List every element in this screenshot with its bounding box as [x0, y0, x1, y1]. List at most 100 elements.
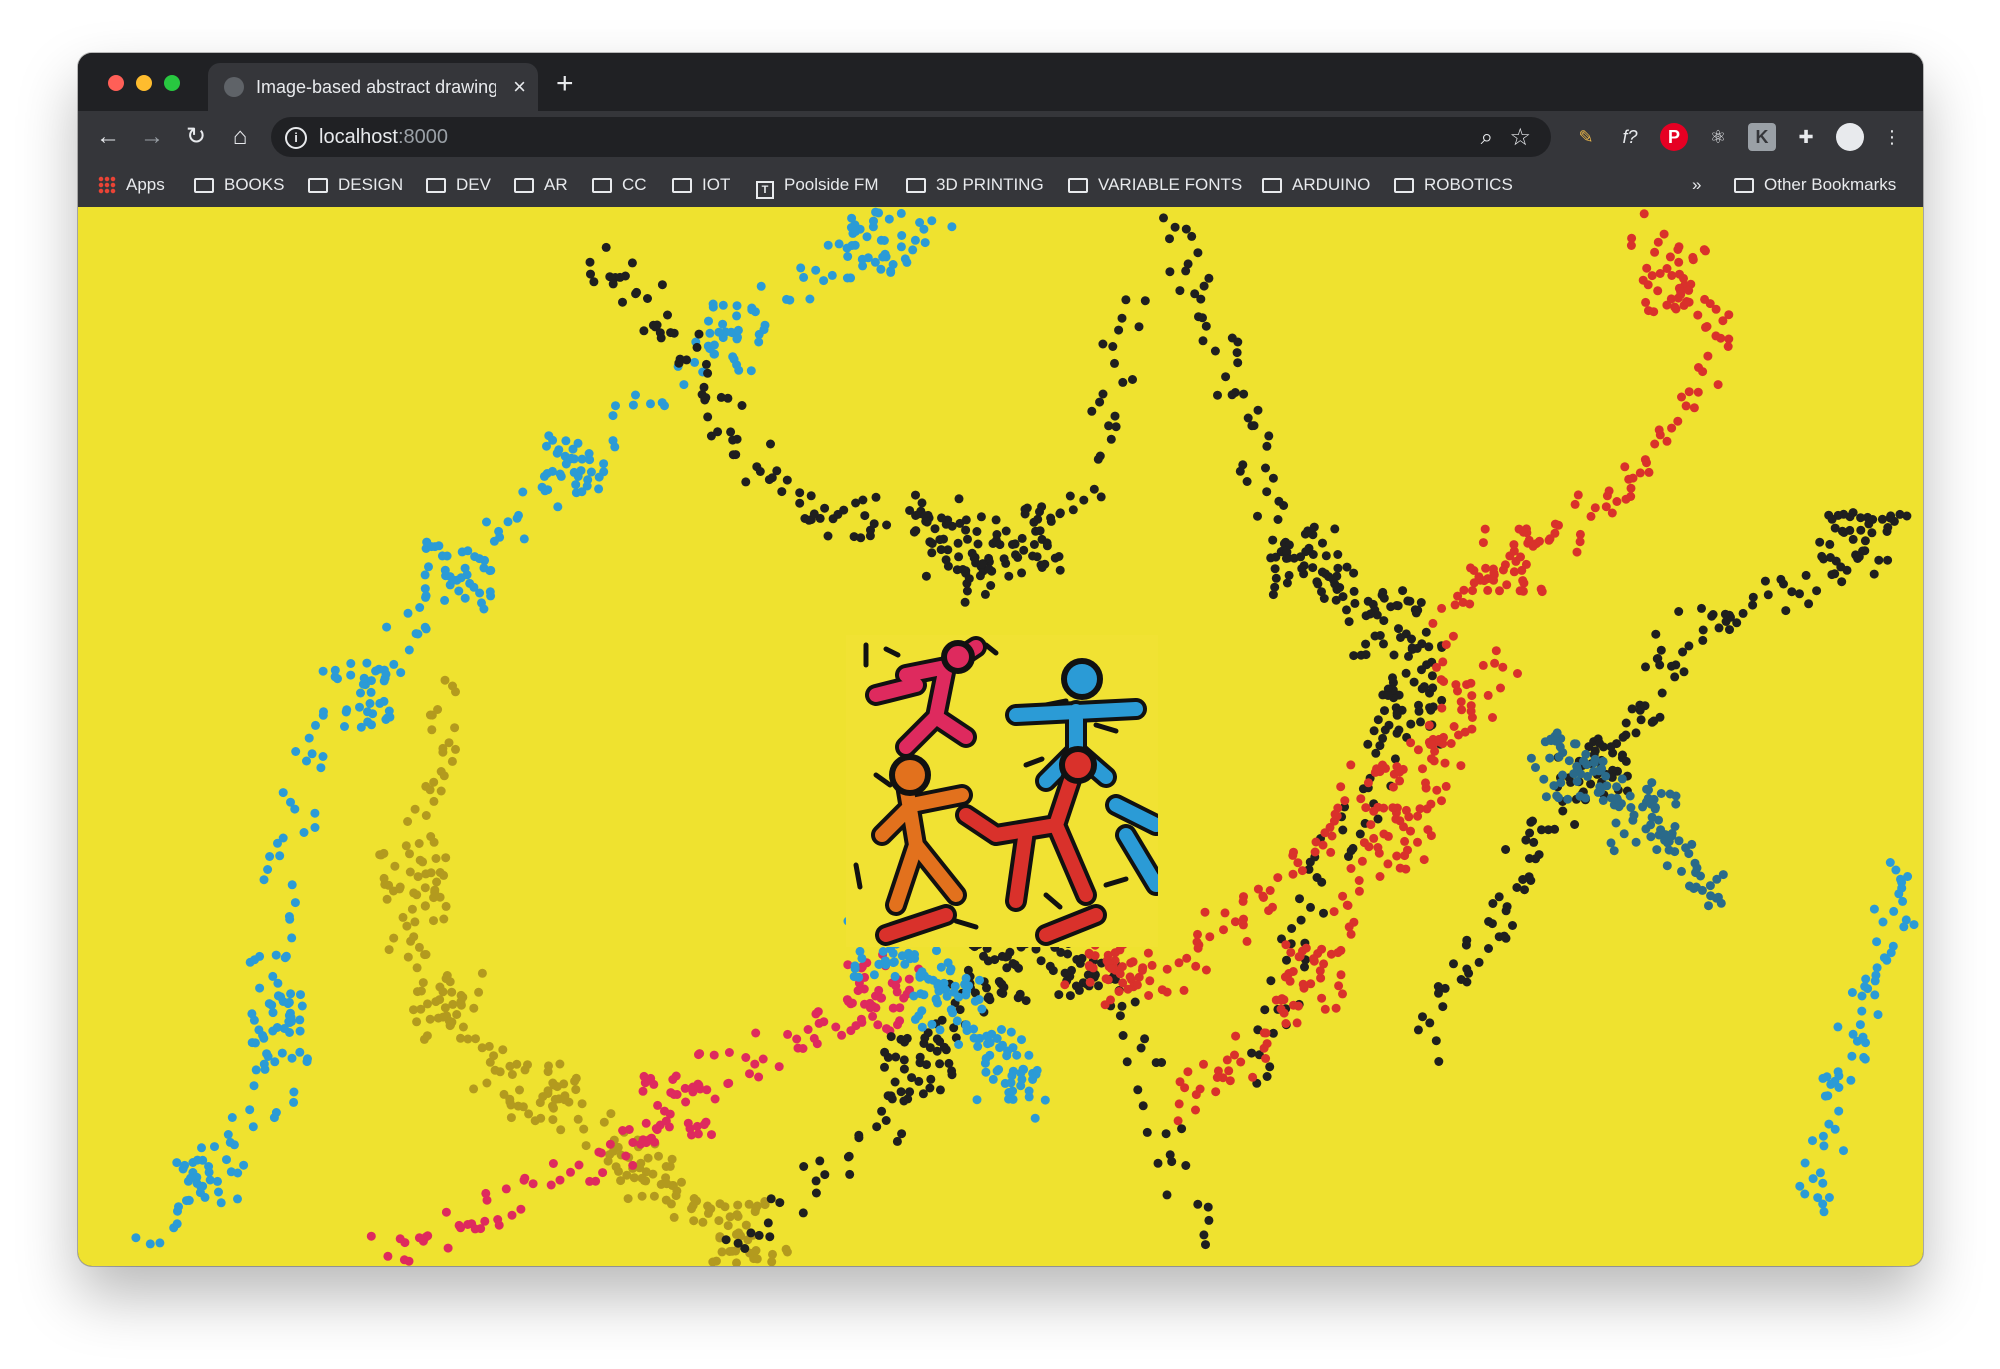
drawing-dot [961, 990, 971, 1000]
bookmark-variable-fonts[interactable]: VARIABLE FONTS [1068, 175, 1242, 195]
minimize-window-button[interactable] [136, 75, 152, 91]
drawing-dot [1635, 468, 1645, 478]
drawing-dot [346, 670, 356, 680]
drawing-dot [888, 958, 898, 968]
pencil-extension-icon[interactable]: ✎ [1578, 127, 1594, 147]
bookmark-star-icon[interactable]: ☆ [1509, 124, 1531, 151]
drawing-dot [178, 1164, 188, 1174]
drawing-dot [999, 554, 1009, 564]
drawing-dot [268, 1008, 278, 1018]
react-devtools-icon[interactable]: ⚛ [1709, 127, 1727, 147]
drawing-dot [1123, 984, 1133, 994]
drawing-dot [471, 1034, 480, 1044]
drawing-dot [555, 1175, 565, 1185]
drawing-dot [1315, 966, 1325, 976]
drawing-dot [973, 1042, 983, 1051]
drawing-dot [1781, 606, 1791, 616]
drawing-dot [431, 854, 441, 863]
drawing-dot [606, 1109, 616, 1119]
drawing-dot [1468, 586, 1477, 596]
drawing-dot [299, 828, 309, 837]
back-icon[interactable]: ← [96, 123, 120, 150]
drawing-dot [754, 337, 764, 347]
drawing-dot [390, 861, 400, 871]
forward-icon[interactable]: → [140, 123, 164, 150]
drawing-dot [1301, 943, 1311, 953]
bookmark-cc[interactable]: CC [592, 175, 647, 195]
drawing-dot [389, 659, 399, 669]
drawing-dot [1375, 741, 1385, 751]
drawing-dot [973, 539, 983, 549]
drawing-dot [741, 1053, 751, 1062]
folder-icon [1262, 178, 1282, 193]
drawing-dot [718, 300, 728, 310]
site-info-icon[interactable]: i [285, 127, 307, 149]
bookmark-robotics[interactable]: ROBOTICS [1394, 175, 1513, 195]
extensions-puzzle-icon[interactable]: ✚ [1798, 127, 1814, 147]
drawing-dot [355, 702, 364, 712]
pinterest-icon[interactable]: P [1660, 123, 1688, 151]
drawing-dot [1118, 1031, 1128, 1040]
bookmark-arduino[interactable]: ARDUINO [1262, 175, 1370, 195]
maximize-window-button[interactable] [164, 75, 180, 91]
drawing-dot [1606, 793, 1616, 803]
drawing-dot [1346, 929, 1356, 939]
drawing-dot [1437, 603, 1447, 613]
drawing-dot [1395, 863, 1405, 873]
drawing-dot [1204, 1215, 1214, 1225]
drawing-dot [1667, 831, 1677, 841]
drawing-dot [371, 666, 381, 676]
drawing-dot [783, 1029, 793, 1039]
menu-kebab-icon[interactable]: ⋮ [1883, 127, 1901, 147]
drawing-dot [1329, 907, 1339, 917]
drawing-dot [507, 1070, 517, 1079]
drawing-dot [1618, 732, 1628, 742]
drawing-dot [1456, 761, 1466, 771]
drawing-dot [799, 272, 809, 282]
font-extension-icon[interactable]: f? [1622, 127, 1638, 147]
drawing-dot [1028, 551, 1038, 561]
drawing-dot [1417, 665, 1426, 675]
bookmark-iot[interactable]: IOT [672, 175, 730, 195]
tab-close-icon[interactable]: × [513, 74, 526, 99]
drawing-dot [1115, 1011, 1125, 1021]
address-bar[interactable]: i localhost:8000 ⌕ ☆ [271, 117, 1551, 157]
drawing-dot [1738, 608, 1748, 618]
new-tab-button[interactable]: + [556, 67, 574, 100]
drawing-canvas[interactable] [78, 207, 1923, 1266]
drawing-dot [290, 898, 300, 908]
drawing-dot [1262, 441, 1272, 451]
other-bookmarks[interactable]: Other Bookmarks [1734, 175, 1896, 195]
drawing-dot [1364, 842, 1374, 852]
drawing-dot [1684, 641, 1694, 651]
bookmark-design[interactable]: DESIGN [308, 175, 403, 195]
profile-avatar[interactable] [1836, 123, 1864, 151]
zoom-icon[interactable]: ⌕ [1480, 124, 1493, 149]
drawing-dot [1319, 594, 1329, 603]
tab-active[interactable]: Image-based abstract drawing × [208, 63, 538, 111]
drawing-dot [330, 672, 340, 682]
bookmark-books[interactable]: BOOKS [194, 175, 284, 195]
drawing-dot [1521, 835, 1531, 845]
close-window-button[interactable] [108, 75, 124, 91]
bookmarks-overflow-button[interactable]: » [1692, 175, 1702, 194]
drawing-dot [1204, 273, 1214, 283]
drawing-dot [1162, 964, 1172, 974]
k-extension-icon[interactable]: K [1748, 123, 1776, 151]
drawing-dot [994, 1065, 1004, 1074]
bookmark-poolside-fm[interactable]: T Poolside FM [756, 175, 878, 199]
abstract-dot-drawing [131, 207, 1919, 1266]
drawing-dot [1317, 944, 1327, 954]
drawing-dot [724, 1048, 734, 1057]
drawing-dot [1392, 601, 1402, 610]
bookmark-3d-printing[interactable]: 3D PRINTING [906, 175, 1044, 195]
bookmark-dev[interactable]: DEV [426, 175, 491, 195]
home-icon[interactable]: ⌂ [232, 123, 248, 150]
bookmark-ar[interactable]: AR [514, 175, 568, 195]
drawing-dot [1401, 668, 1411, 678]
drawing-dot [1861, 974, 1871, 984]
drawing-dot [1332, 583, 1342, 593]
reload-icon[interactable]: ↻ [185, 123, 207, 150]
bookmark-apps[interactable]: Apps [98, 175, 165, 195]
drawing-dot [1398, 586, 1408, 596]
